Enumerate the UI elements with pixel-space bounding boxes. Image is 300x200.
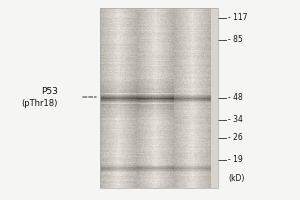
Text: - 19: - 19 [228, 156, 243, 164]
Text: - 85: - 85 [228, 36, 243, 45]
Text: (pThr18): (pThr18) [22, 98, 58, 108]
Text: P53: P53 [41, 86, 58, 96]
Text: - 34: - 34 [228, 116, 243, 124]
Text: - 117: - 117 [228, 14, 248, 22]
Text: - 26: - 26 [228, 134, 243, 142]
Text: - 48: - 48 [228, 94, 243, 102]
Bar [100, 8, 218, 188]
Text: (kD): (kD) [228, 173, 244, 182]
